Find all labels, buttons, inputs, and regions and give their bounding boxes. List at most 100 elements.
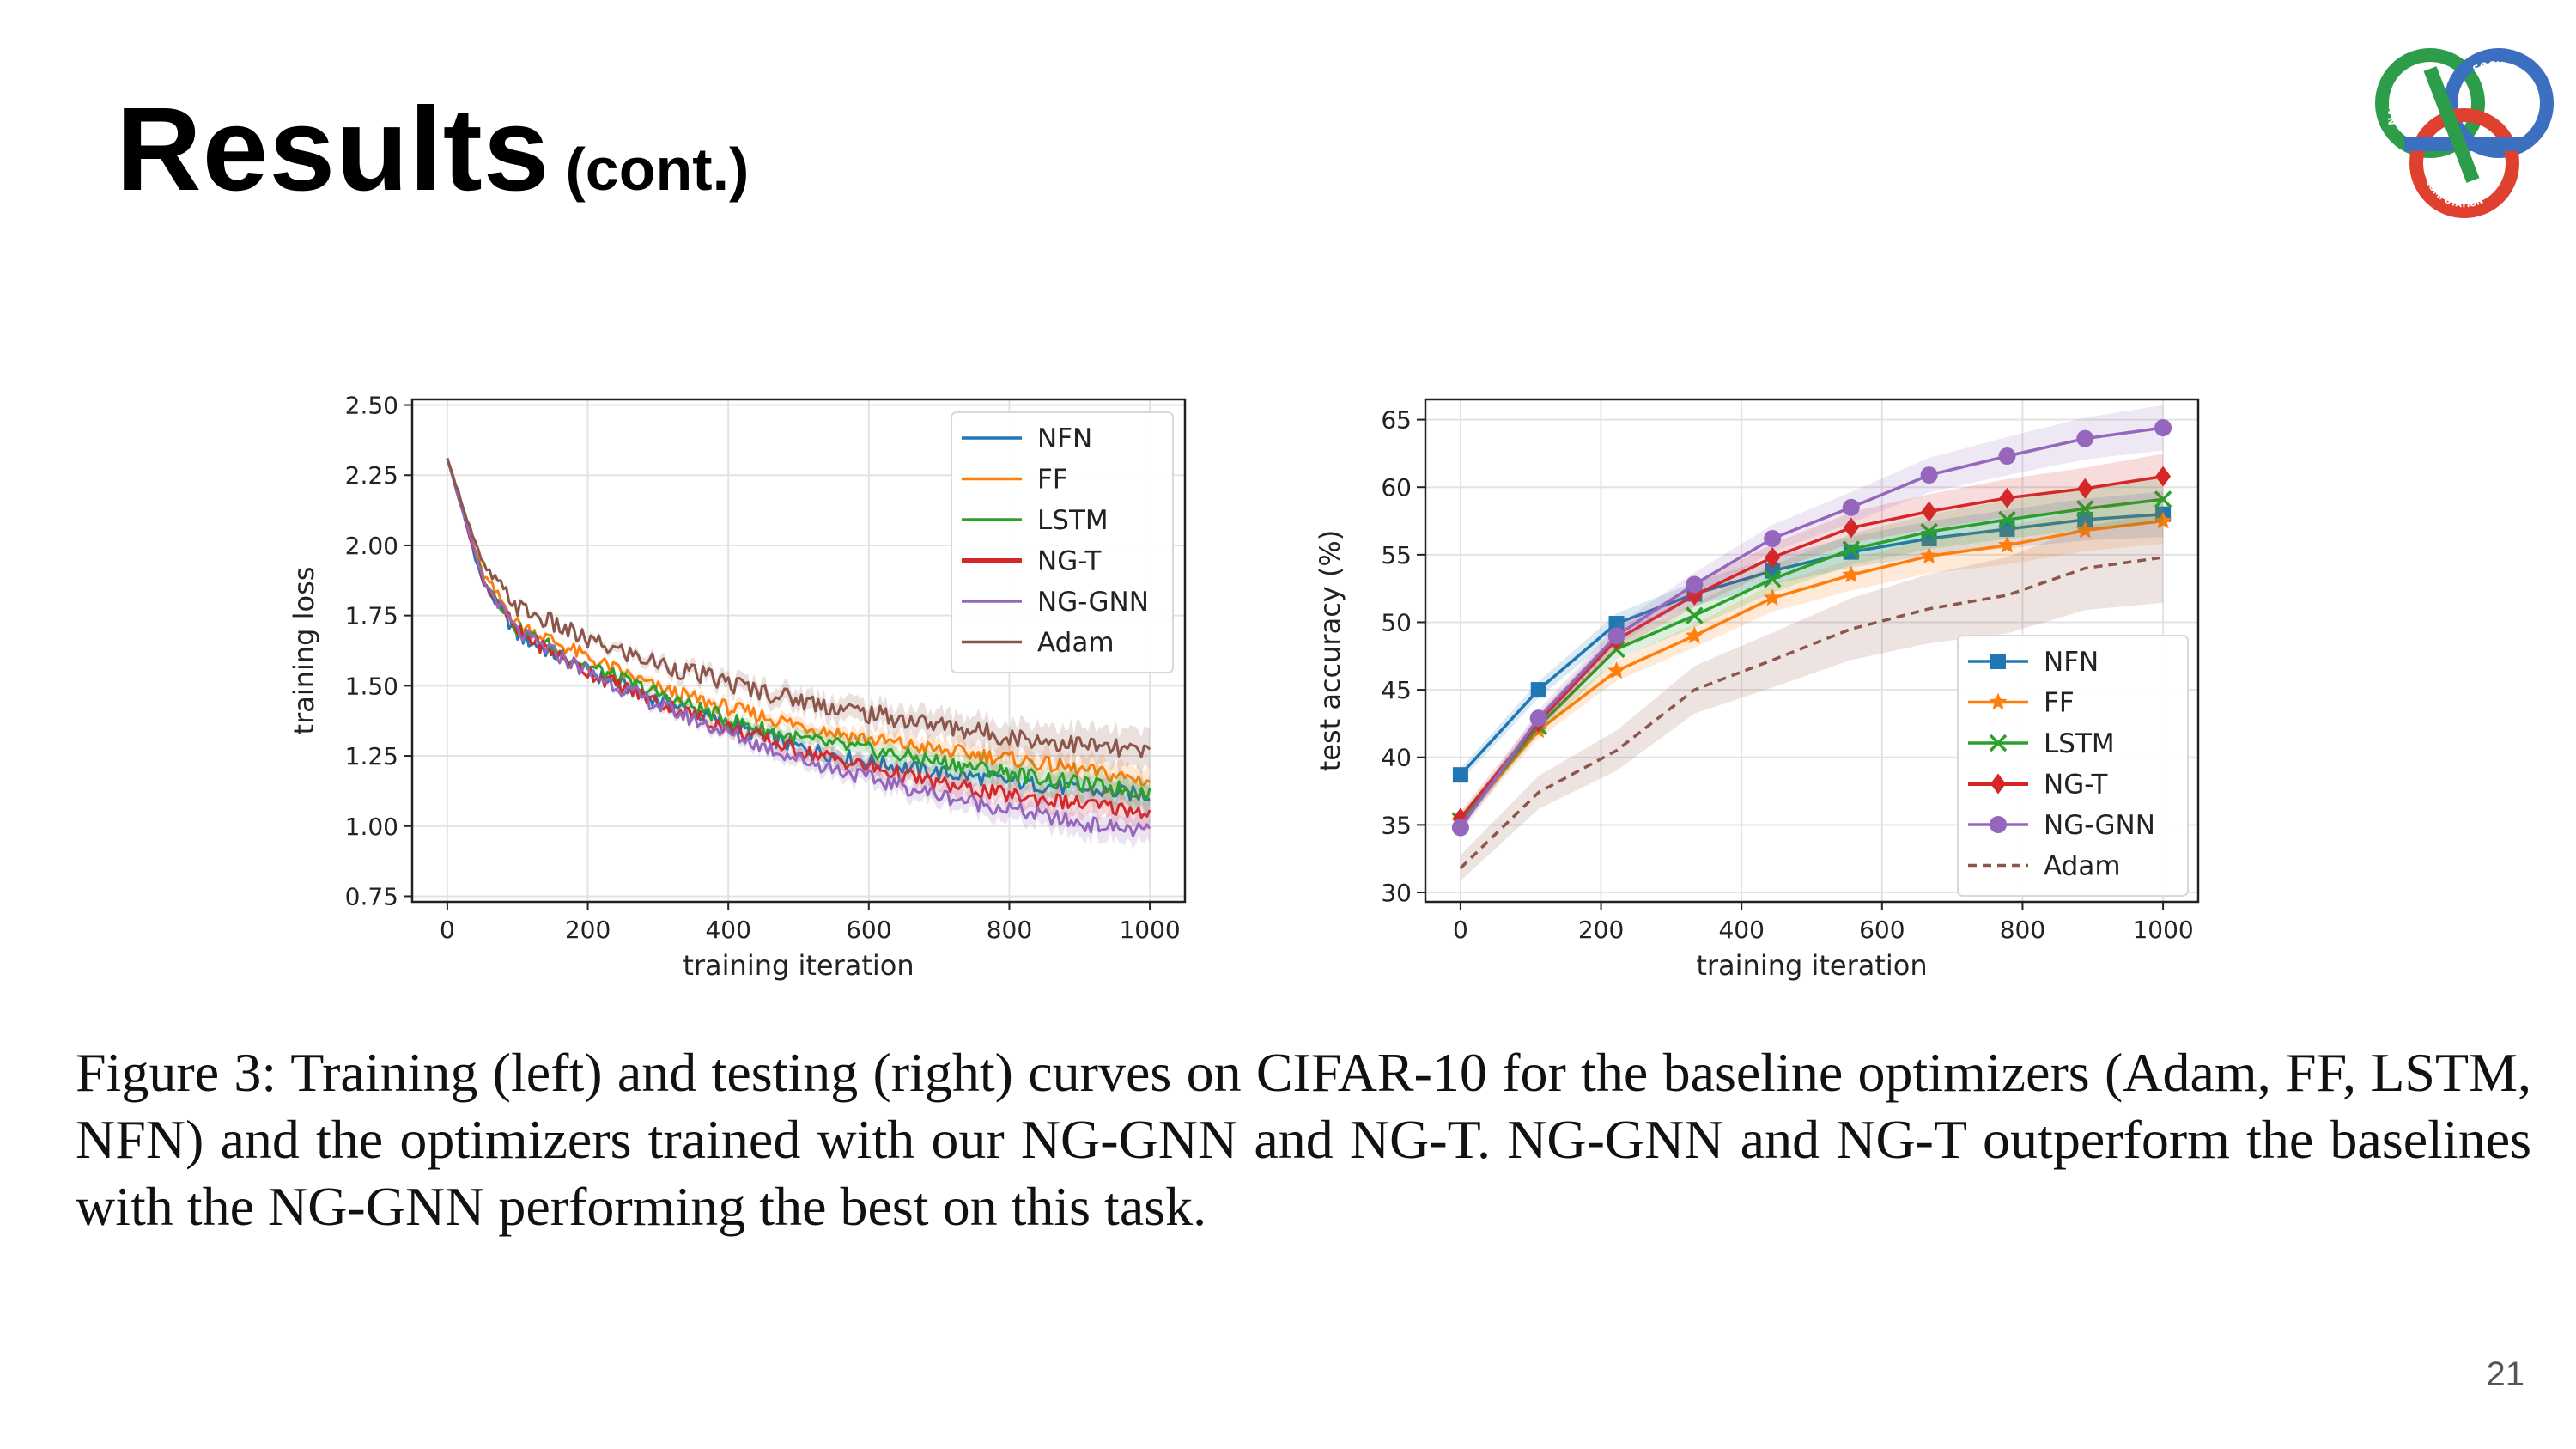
test-band-adam xyxy=(1460,512,2164,881)
training-loss-chart: 0 200 400 600 800 1000 0.75 1.00 1.25 1.50 1.75 2.0… xyxy=(288,392,1187,982)
test-ytick-label-30: 30 xyxy=(1381,879,1412,907)
subtitle-text: (cont.) xyxy=(565,136,750,203)
train-ytick-label-2: 2.00 xyxy=(345,532,398,560)
train-ytick-label-1: 1.00 xyxy=(345,813,398,841)
test-point-ng-t-6 xyxy=(1921,501,1937,522)
test-point-ff-4 xyxy=(1763,588,1782,606)
test-legend-marker-nfn xyxy=(1990,654,2006,669)
test-xtick-label-400: 400 xyxy=(1718,916,1764,944)
train-series-ff xyxy=(446,458,1151,800)
test-point-lstm-8 xyxy=(2076,500,2094,518)
test-legend-marker-lstm xyxy=(1989,734,2008,752)
train-xtick-label-200: 200 xyxy=(565,916,611,944)
train-xtick-label-1000: 1000 xyxy=(1119,916,1180,944)
train-ytick-label-0-75: 0.75 xyxy=(345,882,398,910)
test-point-ng-gnn-2 xyxy=(1607,627,1625,645)
test-xlabel: training iteration xyxy=(1696,949,1927,982)
test-series-ng-gnn xyxy=(1451,405,2172,837)
test-line-ff xyxy=(1459,519,2164,824)
slide-title: Results (cont.) xyxy=(116,82,749,218)
test-point-ff-5 xyxy=(1842,565,1861,583)
train-xtick-label-0: 0 xyxy=(440,916,455,944)
test-line-nfn xyxy=(1459,512,2164,776)
train-ylabel: training loss xyxy=(288,567,320,735)
test-point-nfn-2 xyxy=(1608,616,1625,632)
test-series-ff xyxy=(1451,498,2172,831)
test-point-ff-9 xyxy=(2154,511,2172,529)
train-legend-label-ng-gnn: NG-GNN xyxy=(1037,587,1149,618)
test-point-ng-gnn-6 xyxy=(1920,466,1938,484)
test-point-ng-t-4 xyxy=(1765,546,1781,568)
test-legend-marker-ff xyxy=(1989,692,2008,710)
test-band-lstm xyxy=(1460,477,2164,828)
test-point-lstm-3 xyxy=(1686,606,1704,624)
train-legend-label-adam: Adam xyxy=(1037,628,1115,659)
test-xtick-label-800: 800 xyxy=(2000,916,2045,944)
title-text: Results xyxy=(116,83,550,216)
test-ytick-label-35: 35 xyxy=(1381,811,1412,839)
test-point-lstm-5 xyxy=(1842,540,1861,558)
test-point-ng-gnn-1 xyxy=(1529,709,1547,728)
test-xtick-label-600: 600 xyxy=(1859,916,1905,944)
train-series-ng-gnn xyxy=(446,458,1151,850)
test-point-ng-gnn-0 xyxy=(1451,819,1469,837)
train-legend-label-lstm: LSTM xyxy=(1037,505,1109,536)
test-point-ff-8 xyxy=(2075,521,2094,539)
test-legend-label-ng-t: NG-T xyxy=(2044,770,2109,801)
nature-society-computation-logo-icon: NATURE SOCIETY COMPUTATION xyxy=(2375,48,2554,218)
test-ytick-label-55: 55 xyxy=(1381,541,1412,569)
test-point-lstm-4 xyxy=(1763,569,1782,588)
test-legend-marker-ng-t xyxy=(1990,773,2006,795)
train-line-adam xyxy=(446,458,1151,758)
test-point-ff-6 xyxy=(1920,546,1939,564)
test-line-ng-gnn xyxy=(1459,426,2164,829)
test-point-ff-7 xyxy=(1998,535,2016,553)
test-point-ng-gnn-3 xyxy=(1686,575,1704,594)
test-ytick-label-65: 65 xyxy=(1381,406,1412,435)
test-series-nfn xyxy=(1452,491,2172,783)
test-point-ng-gnn-7 xyxy=(1998,447,2016,466)
test-line-lstm xyxy=(1459,497,2164,822)
train-band-ff xyxy=(447,458,1151,800)
test-xtick-label-1000: 1000 xyxy=(2132,916,2193,944)
train-band-lstm xyxy=(447,458,1151,813)
test-legend-label-ng-gnn: NG-GNN xyxy=(2044,810,2155,841)
train-legend-label-ff: FF xyxy=(1037,465,1068,496)
test-point-ng-gnn-8 xyxy=(2076,429,2094,447)
page-number: 21 xyxy=(2486,1355,2525,1393)
test-ytick-label-50: 50 xyxy=(1381,608,1412,636)
test-point-nfn-0 xyxy=(1452,767,1468,783)
test-legend-label-ff: FF xyxy=(2044,688,2075,719)
test-line-ng-t xyxy=(1459,474,2164,819)
test-legend-marker-ng-gnn xyxy=(1990,816,2007,833)
train-band-adam xyxy=(447,458,1151,776)
train-xtick-label-400: 400 xyxy=(705,916,750,944)
test-point-ng-t-7 xyxy=(1999,487,2015,508)
test-accuracy-chart: 0 200 400 600 800 1000 30 35 40 45 50 55 60 65 trainin… xyxy=(1314,398,2200,982)
test-ylabel: test accuracy (%) xyxy=(1314,530,1346,772)
train-ytick-label-2-25: 2.25 xyxy=(345,461,398,490)
test-point-lstm-9 xyxy=(2154,490,2172,508)
test-band-ff xyxy=(1460,498,2164,829)
train-ytick-label-1-75: 1.75 xyxy=(345,602,398,630)
test-point-nfn-1 xyxy=(1530,682,1546,698)
test-series-adam xyxy=(1459,512,2164,881)
test-band-ng-t xyxy=(1460,454,2164,825)
test-legend-label-lstm: LSTM xyxy=(2044,728,2115,759)
train-ytick-label-2-5: 2.50 xyxy=(345,392,398,420)
test-ytick-label-45: 45 xyxy=(1381,676,1412,704)
test-point-lstm-6 xyxy=(1920,522,1938,541)
train-band-nfn xyxy=(447,458,1151,814)
test-line-adam xyxy=(1459,556,2164,869)
test-point-ng-gnn-5 xyxy=(1842,498,1860,516)
test-point-ng-t-8 xyxy=(2077,478,2093,499)
train-ytick-label-1-5: 1.50 xyxy=(345,672,398,700)
test-series-lstm xyxy=(1451,477,2172,830)
test-legend-label-adam: Adam xyxy=(2044,851,2121,882)
train-line-ff xyxy=(446,458,1151,787)
train-ytick-label-1-25: 1.25 xyxy=(345,742,398,770)
test-ytick-label-60: 60 xyxy=(1381,473,1412,502)
test-point-ng-gnn-9 xyxy=(2154,419,2172,437)
train-series-adam xyxy=(446,458,1151,776)
test-point-lstm-7 xyxy=(1998,510,2016,529)
